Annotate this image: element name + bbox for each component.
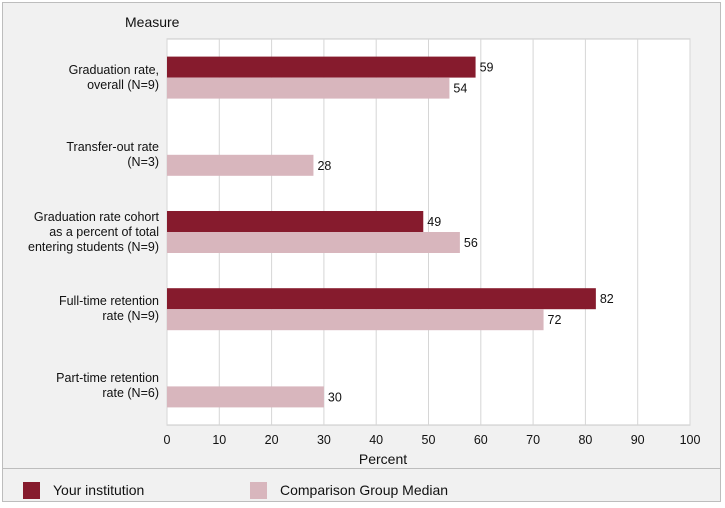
legend-label: Your institution	[53, 482, 145, 498]
category-label-line: Transfer-out rate	[66, 139, 159, 154]
category-label-line: as a percent of total	[49, 224, 159, 239]
x-tick-label: 50	[422, 433, 436, 447]
bar	[167, 56, 476, 78]
bar	[167, 77, 450, 99]
category-label: Transfer-out rate (N=3)	[7, 140, 159, 170]
bar	[167, 288, 596, 310]
category-label-line: Full-time retention	[58, 294, 159, 309]
x-tick-label: 20	[265, 433, 279, 447]
bar-value-label: 28	[317, 159, 331, 173]
category-label: Part-time retention rate (N=6)	[7, 371, 159, 401]
chart-frame: Measure 0 10 20 30 40 50 60 70 80 90 100 59 54 28 49 56…	[2, 2, 721, 502]
bar	[167, 211, 424, 232]
bar	[167, 309, 544, 331]
x-tick-label: 0	[164, 433, 171, 447]
category-label-line: rate (N=6)	[102, 386, 159, 401]
bar-value-label: 72	[548, 313, 562, 327]
category-label-line: Graduation rate cohort	[33, 209, 159, 224]
bar	[167, 386, 324, 408]
bar-value-label: 49	[427, 215, 441, 229]
bar-value-label: 30	[328, 390, 342, 404]
x-tick-label: 30	[317, 433, 331, 447]
legend-label: Comparison Group Median	[280, 482, 449, 498]
x-tick-label: 100	[680, 433, 701, 447]
x-tick-label: 60	[474, 433, 488, 447]
x-axis-title: Percent	[358, 451, 408, 467]
x-tick-label: 10	[212, 433, 226, 447]
category-label: Full-time retention rate (N=9)	[7, 294, 159, 324]
category-label: Graduation rate cohort as a percent of to…	[7, 210, 159, 255]
category-label-line: rate (N=9)	[102, 309, 159, 324]
legend-divider	[3, 468, 720, 469]
legend-swatch	[23, 482, 40, 499]
legend-swatch	[250, 482, 267, 499]
x-tick-label: 40	[369, 433, 383, 447]
y-axis-title: Measure	[125, 14, 180, 30]
category-label-line: entering students (N=9)	[28, 239, 159, 254]
category-label-line: Graduation rate,	[68, 62, 159, 77]
bar-value-label: 82	[600, 292, 614, 306]
bar	[167, 232, 460, 253]
category-label: Graduation rate, overall (N=9)	[7, 63, 159, 93]
bar-value-label: 59	[480, 61, 494, 75]
x-tick-label: 70	[526, 433, 540, 447]
bar-value-label: 56	[464, 236, 478, 250]
category-label-line: Part-time retention	[56, 371, 159, 386]
x-tick-label: 90	[631, 433, 645, 447]
chart-plot: 0 10 20 30 40 50 60 70 80 90 100 59 54 28 49 56 82 72 30	[164, 38, 701, 447]
category-label-line: (N=3)	[127, 154, 159, 169]
x-tick-label: 80	[578, 433, 592, 447]
bar-value-label: 54	[453, 82, 467, 96]
category-label-line: overall (N=9)	[87, 77, 159, 92]
bar	[167, 154, 314, 176]
